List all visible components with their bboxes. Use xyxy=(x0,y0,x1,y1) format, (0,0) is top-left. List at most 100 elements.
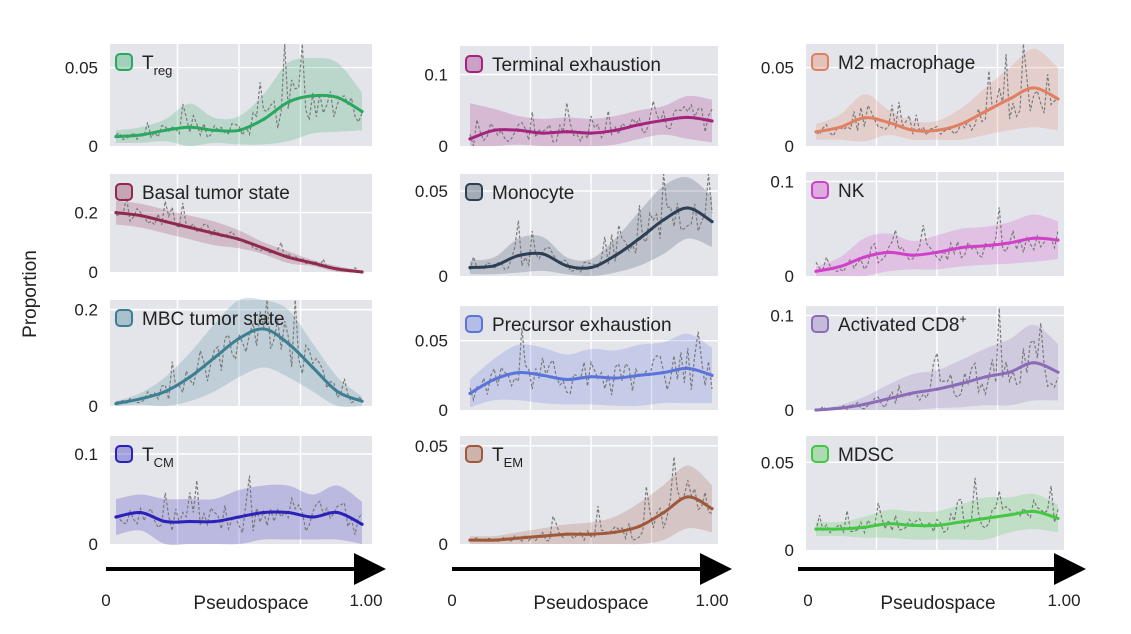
series-point xyxy=(286,510,290,515)
legend-label: TEM xyxy=(492,445,523,470)
raw-proportion-line xyxy=(469,456,713,543)
panel-background xyxy=(460,436,718,544)
y-tick-label: 0 xyxy=(785,541,794,560)
series-point xyxy=(188,519,192,524)
series-point xyxy=(935,250,939,254)
series-point xyxy=(565,377,569,382)
y-tick-label: 0.1 xyxy=(74,445,98,464)
legend-swatch xyxy=(465,55,483,73)
series-point xyxy=(838,527,842,531)
raw-proportion-line xyxy=(115,475,363,535)
panel-basal-tumor-state: 0 0.2 Basal tumor state xyxy=(74,174,372,282)
confidence-band xyxy=(470,465,712,545)
series-point xyxy=(862,525,867,529)
y-tick-label: 0.05 xyxy=(761,59,794,78)
series-point xyxy=(335,389,339,394)
y-tick-label: 0 xyxy=(89,263,98,282)
panel-tem: 0 0.05 TEM xyxy=(415,436,718,554)
series-point xyxy=(1032,509,1036,514)
y-tick-label: 0.1 xyxy=(770,172,794,191)
series-point xyxy=(516,128,521,132)
series-point xyxy=(212,128,216,132)
series-point xyxy=(492,264,496,268)
series-point xyxy=(589,532,593,536)
series-point xyxy=(613,254,617,258)
series-point xyxy=(662,218,666,222)
series-point xyxy=(662,370,666,375)
series-point xyxy=(686,206,690,210)
series-point xyxy=(212,519,216,524)
series-point xyxy=(139,397,143,401)
series-point xyxy=(286,341,290,345)
x-tick-end-label: 1.00 xyxy=(349,591,382,610)
series-point xyxy=(163,389,167,394)
series-point xyxy=(959,381,963,386)
series-point xyxy=(838,406,842,410)
series-point xyxy=(935,128,939,132)
y-tick-label: 0.05 xyxy=(65,59,98,78)
y-tick-label: 0 xyxy=(89,397,98,416)
series-point xyxy=(862,116,867,120)
confidence-band xyxy=(116,200,362,273)
series-point xyxy=(637,237,642,241)
series-point xyxy=(237,336,241,341)
series-point xyxy=(541,131,545,135)
series-point xyxy=(516,254,521,258)
series-point xyxy=(114,211,118,215)
legend-swatch xyxy=(465,183,483,201)
series-point xyxy=(163,128,167,132)
series-point xyxy=(1056,97,1060,101)
series-point xyxy=(983,109,988,114)
panel-background xyxy=(110,300,372,406)
series-point xyxy=(360,399,364,403)
legend-label: TCM xyxy=(142,445,174,470)
legend-label: M2 macrophage xyxy=(838,53,975,74)
panel-mdsc: 0 0.05 MDSC xyxy=(761,436,1064,560)
legend-label: Precursor exhaustion xyxy=(492,315,672,336)
series-point xyxy=(1032,86,1036,90)
series-point xyxy=(887,397,891,401)
series-point xyxy=(262,510,266,515)
series-point xyxy=(237,515,241,519)
y-tick-label: 0.05 xyxy=(415,182,448,201)
y-tick-label: 0 xyxy=(439,401,448,420)
series-point xyxy=(492,538,496,542)
series-point xyxy=(163,219,167,224)
series-point xyxy=(887,522,891,526)
panel-m2-macrophage: 0 0.05 M2 macrophage xyxy=(761,43,1064,156)
series-point xyxy=(814,408,818,412)
series-point xyxy=(935,387,939,391)
series-point xyxy=(516,536,521,540)
y-axis-label: Proportion xyxy=(20,250,41,338)
series-point xyxy=(710,119,714,123)
legend-label: MBC tumor state xyxy=(142,309,285,330)
series-point xyxy=(468,391,472,395)
legend-label: MDSC xyxy=(838,445,894,466)
series-point xyxy=(710,373,714,377)
series-point xyxy=(887,250,891,254)
series-point xyxy=(468,265,472,270)
series-point xyxy=(360,270,364,274)
series-point xyxy=(814,269,818,273)
panel-activated-cd8: 0 0.1 Activated CD8+ xyxy=(770,306,1064,420)
x-axis-label: Pseudospace xyxy=(193,593,308,614)
series-point xyxy=(613,376,617,380)
x-tick-end-label: 1.00 xyxy=(1047,591,1080,610)
legend-label: Treg xyxy=(142,53,172,78)
series-point xyxy=(814,527,818,531)
y-tick-label: 0.2 xyxy=(74,204,98,223)
y-tick-label: 0 xyxy=(785,401,794,420)
series-point xyxy=(589,131,593,135)
raw-proportion-line xyxy=(115,197,363,273)
series-point xyxy=(1032,236,1036,240)
series-point xyxy=(911,391,915,395)
series-point xyxy=(492,377,496,382)
y-tick-label: 0 xyxy=(89,137,98,156)
y-tick-label: 0 xyxy=(439,535,448,554)
raw-proportion-line xyxy=(115,299,363,405)
x-tick-start-label: 0 xyxy=(101,591,110,610)
series-point xyxy=(163,519,167,524)
series-point xyxy=(262,327,266,331)
series-point xyxy=(541,534,545,538)
